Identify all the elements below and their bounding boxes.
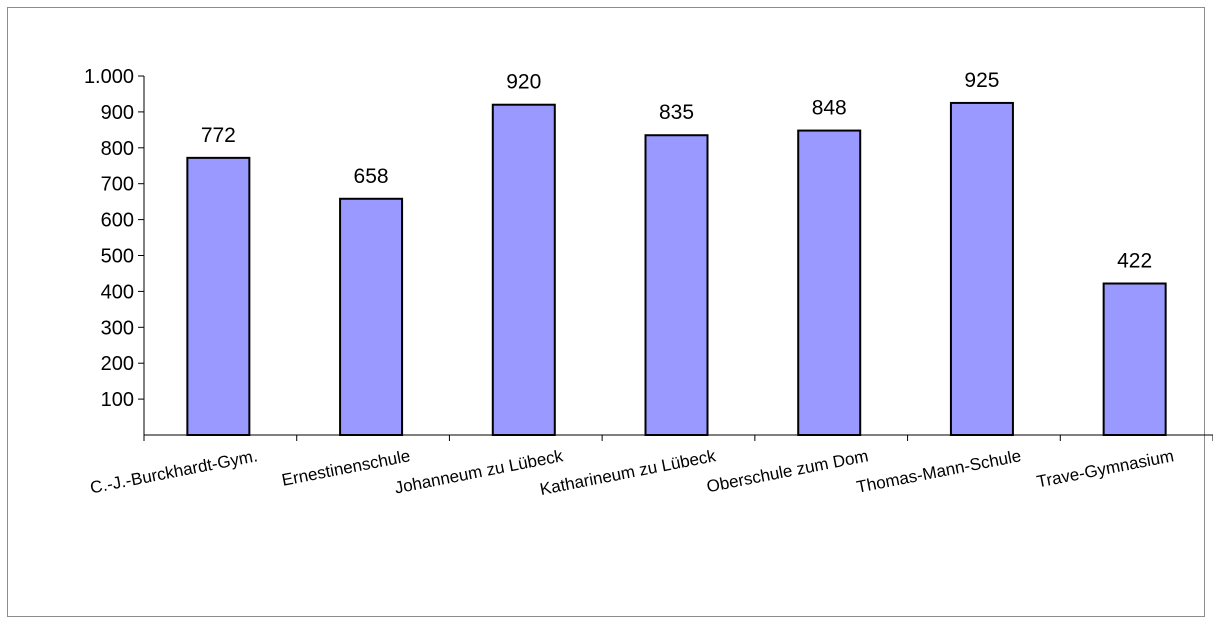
y-tick-label: 400 [101, 281, 134, 303]
data-label: 920 [506, 71, 541, 94]
x-axis: C.-J.-Burckhardt-Gym. ErnestinenschuleJoh… [89, 434, 1213, 499]
y-tick-label: 1.000 [84, 66, 134, 88]
bar [339, 197, 404, 436]
data-label: 772 [201, 124, 236, 147]
data-label: 835 [659, 101, 694, 124]
data-label: 848 [812, 97, 847, 120]
y-axis: 100 200 300 400 500 600 700 800 900 1.000 [84, 66, 145, 435]
bars: 772 658 920 835 848 925 422 [186, 69, 1167, 437]
category-label: Thomas-Mann-Schule [855, 446, 1023, 497]
bar [186, 156, 251, 437]
y-tick-label: 100 [101, 389, 134, 411]
y-tick-label: 200 [101, 353, 134, 375]
bar [797, 129, 862, 436]
category-label: Trave-Gymnasium [1035, 446, 1175, 491]
y-tick-label: 300 [101, 317, 134, 339]
data-label: 422 [1117, 250, 1152, 273]
bar [491, 103, 556, 436]
category-label: Katharineum zu Lübeck [538, 446, 717, 499]
category-label: Oberschule zum Dom [705, 446, 870, 496]
data-label: 658 [354, 165, 389, 188]
category-label: C.-J.-Burckhardt-Gym. [89, 446, 260, 497]
bar [949, 101, 1014, 437]
bar [1102, 282, 1167, 437]
y-tick-label: 800 [101, 138, 134, 160]
data-label: 925 [964, 69, 999, 92]
y-tick-label: 600 [101, 210, 134, 232]
y-tick-label: 500 [101, 246, 134, 268]
category-label: Ernestinenschule [280, 446, 412, 490]
y-tick-label: 700 [101, 174, 134, 196]
bar [644, 134, 709, 437]
y-tick-label: 900 [101, 102, 134, 124]
